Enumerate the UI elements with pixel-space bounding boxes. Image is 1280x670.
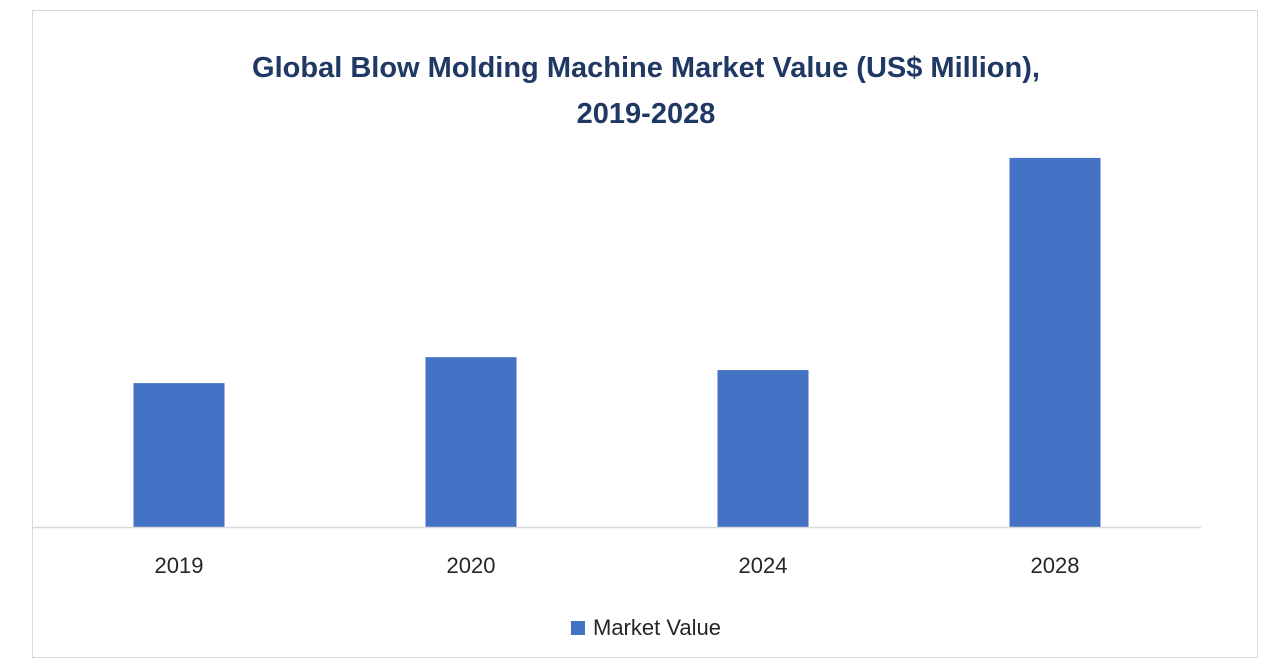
legend: Market Value [33,615,1259,641]
x-tick-label-2028: 2028 [1031,553,1080,578]
legend-label: Market Value [593,615,721,640]
chart-title: Global Blow Molding Machine Market Value… [33,45,1259,137]
x-tick-label-2024: 2024 [739,553,788,578]
chart-frame: Global Blow Molding Machine Market Value… [32,10,1258,658]
bar-2024 [717,370,809,527]
bar-chart: 2019 2020 2024 2028 [33,157,1201,578]
bar-2019 [133,383,225,527]
bar-2028 [1009,157,1101,527]
x-tick-label-2019: 2019 [155,553,204,578]
chart-title-line-1: Global Blow Molding Machine Market Value… [252,52,1040,84]
x-tick-labels: 2019 2020 2024 2028 [155,553,1080,578]
bar-2020 [425,357,517,527]
x-tick-label-2020: 2020 [447,553,496,578]
bars-group [133,157,1101,527]
legend-swatch [571,621,585,635]
chart-title-line-2: 2019-2028 [576,98,716,130]
